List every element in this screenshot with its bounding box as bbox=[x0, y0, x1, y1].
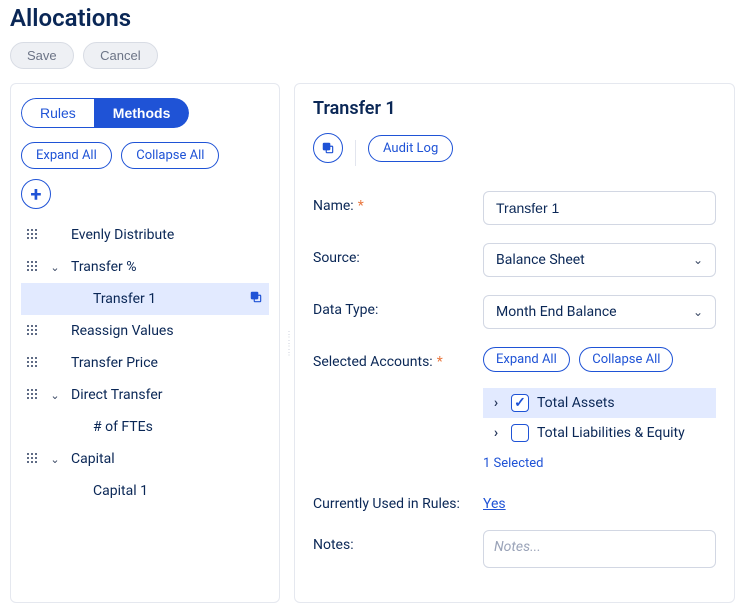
chevron-down-icon: ⌄ bbox=[693, 253, 703, 267]
plus-icon: + bbox=[31, 182, 42, 206]
account-item[interactable]: › ✓ Total Assets bbox=[483, 388, 716, 418]
tree-item-label: # of FTEs bbox=[93, 419, 263, 435]
tree-item-label: Capital bbox=[71, 451, 263, 467]
detail-panel: ⋮⋮⋮ Transfer 1 Audit Log Name:* bbox=[294, 83, 735, 603]
tree-item-label: Transfer 1 bbox=[93, 291, 239, 307]
name-input[interactable] bbox=[483, 191, 716, 225]
account-label: Total Liabilities & Equity bbox=[537, 425, 685, 441]
notes-input[interactable] bbox=[483, 530, 716, 568]
account-item[interactable]: › Total Liabilities & Equity bbox=[483, 418, 716, 448]
copy-icon bbox=[321, 141, 335, 155]
chevron-icon: ⌄ bbox=[49, 453, 61, 466]
chevron-down-icon: ⌄ bbox=[693, 305, 703, 319]
selected-count: 1 Selected bbox=[483, 456, 716, 471]
tree-item-label: Transfer Price bbox=[71, 355, 263, 371]
detail-title: Transfer 1 bbox=[313, 98, 716, 119]
add-method-button[interactable]: + bbox=[21, 179, 51, 209]
tree-item-label: Transfer % bbox=[71, 259, 263, 275]
drag-handle-icon[interactable] bbox=[27, 229, 39, 241]
name-label: Name:* bbox=[313, 191, 483, 214]
used-in-rules-link[interactable]: Yes bbox=[483, 496, 506, 512]
account-label: Total Assets bbox=[537, 395, 615, 411]
tree-item[interactable]: ⌄ Direct Transfer bbox=[21, 379, 269, 411]
tree-item[interactable]: Capital 1 bbox=[21, 475, 269, 507]
data-type-label: Data Type: bbox=[313, 295, 483, 318]
used-in-rules-label: Currently Used in Rules: bbox=[313, 489, 483, 512]
divider bbox=[355, 140, 356, 166]
tree-item-label: Direct Transfer bbox=[71, 387, 263, 403]
tree-item[interactable]: ⌄ Capital bbox=[21, 443, 269, 475]
tree-item[interactable]: # of FTEs bbox=[21, 411, 269, 443]
resize-handle-icon: ⋮⋮⋮ bbox=[287, 84, 291, 602]
copy-button[interactable] bbox=[313, 133, 343, 163]
tree-item[interactable]: Transfer Price bbox=[21, 347, 269, 379]
source-select[interactable]: Balance Sheet ⌄ bbox=[483, 243, 716, 277]
tree-item[interactable]: Transfer 1 bbox=[21, 283, 269, 315]
save-button[interactable]: Save bbox=[10, 42, 74, 69]
tree-item[interactable]: Evenly Distribute bbox=[21, 219, 269, 251]
expand-all-button[interactable]: Expand All bbox=[21, 142, 112, 169]
drag-handle-icon[interactable] bbox=[27, 357, 39, 369]
chevron-icon: ⌄ bbox=[49, 389, 61, 402]
chevron-right-icon: › bbox=[489, 395, 503, 411]
tree-item-label: Reassign Values bbox=[71, 323, 263, 339]
selected-accounts-label: Selected Accounts:* bbox=[313, 347, 483, 370]
chevron-icon: ⌄ bbox=[49, 261, 61, 274]
copy-icon[interactable] bbox=[249, 290, 263, 308]
tab-rules[interactable]: Rules bbox=[21, 98, 94, 128]
tree-item[interactable]: ⌄ Transfer % bbox=[21, 251, 269, 283]
cancel-button[interactable]: Cancel bbox=[83, 42, 157, 69]
accounts-tree: › ✓ Total Assets › Total Liabilities & Equit… bbox=[483, 388, 716, 448]
tree-item-label: Capital 1 bbox=[93, 483, 263, 499]
account-checkbox[interactable]: ✓ bbox=[511, 394, 529, 412]
source-value: Balance Sheet bbox=[496, 252, 585, 268]
drag-handle-icon[interactable] bbox=[27, 453, 39, 465]
drag-handle-icon[interactable] bbox=[27, 325, 39, 337]
data-type-select[interactable]: Month End Balance ⌄ bbox=[483, 295, 716, 329]
method-tree: Evenly Distribute ⌄ Transfer % Transfer 1 Re… bbox=[21, 219, 269, 507]
accounts-collapse-all-button[interactable]: Collapse All bbox=[579, 347, 673, 372]
tree-item-label: Evenly Distribute bbox=[71, 227, 263, 243]
chevron-right-icon: › bbox=[489, 425, 503, 441]
drag-handle-icon[interactable] bbox=[27, 261, 39, 273]
data-type-value: Month End Balance bbox=[496, 304, 617, 320]
audit-log-button[interactable]: Audit Log bbox=[368, 135, 453, 162]
tree-item[interactable]: Reassign Values bbox=[21, 315, 269, 347]
top-actions: Save Cancel bbox=[10, 42, 735, 69]
collapse-all-button[interactable]: Collapse All bbox=[121, 142, 219, 169]
tab-methods[interactable]: Methods bbox=[94, 98, 190, 128]
notes-label: Notes: bbox=[313, 530, 483, 553]
accounts-expand-all-button[interactable]: Expand All bbox=[483, 347, 570, 372]
source-label: Source: bbox=[313, 243, 483, 266]
drag-handle-icon[interactable] bbox=[27, 389, 39, 401]
methods-panel: Rules Methods Expand All Collapse All + … bbox=[10, 83, 280, 603]
rules-methods-toggle: Rules Methods bbox=[21, 98, 189, 128]
account-checkbox[interactable] bbox=[511, 424, 529, 442]
page-title: Allocations bbox=[10, 4, 735, 32]
